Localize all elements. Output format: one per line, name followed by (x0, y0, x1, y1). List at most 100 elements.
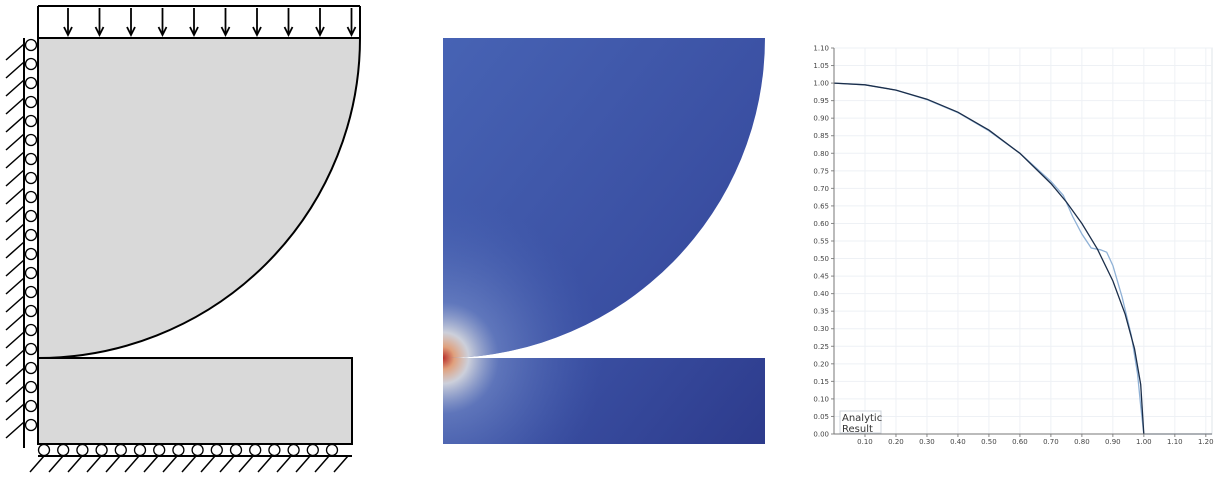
roller-icon (306, 443, 319, 457)
y-tick-label: 0.15 (813, 378, 829, 386)
hatch-line (29, 455, 45, 473)
x-tick-label: 0.60 (1012, 438, 1028, 446)
down-arrow-icon (94, 8, 105, 38)
hatch-line (5, 205, 25, 223)
y-tick-label: 0.40 (813, 290, 829, 298)
hatch-line (181, 455, 197, 473)
boundary-condition-diagram (0, 0, 388, 474)
y-tick-label: 0.10 (813, 395, 829, 403)
bc-svg (5, 5, 388, 473)
roller-icon (24, 323, 38, 337)
hatch-line (295, 455, 311, 473)
roller-icon (229, 443, 243, 457)
hatch-line (5, 295, 25, 313)
roller-icon (268, 443, 281, 457)
roller-icon (24, 399, 38, 413)
hatch-line (5, 259, 25, 277)
roller-icon (24, 266, 38, 280)
hatch-line (5, 367, 25, 385)
y-tick-label: 0.80 (813, 150, 829, 158)
y-tick-label: 0.65 (813, 202, 829, 210)
x-tick-label: 1.20 (1198, 438, 1214, 446)
series-analytic-line (833, 82, 1145, 435)
down-arrow-icon (63, 8, 73, 38)
roller-icon (24, 380, 38, 394)
hatch-line (105, 455, 121, 473)
roller-icon (172, 443, 185, 457)
legend-label-analytic: Analytic (842, 413, 882, 424)
down-arrow-icon (157, 8, 168, 38)
field-svg (443, 38, 765, 444)
hatch-line (238, 455, 254, 473)
down-arrow-icon (126, 8, 136, 38)
hatch-line (314, 455, 330, 473)
chart-legend: Analytic Result (839, 410, 882, 435)
hatch-line (219, 455, 235, 473)
roller-icon (24, 38, 38, 52)
roller-icon (76, 443, 89, 457)
down-arrow-icon (252, 8, 262, 38)
roller-icon (249, 443, 262, 457)
y-tick-label: 0.55 (813, 238, 829, 246)
roller-icon (287, 443, 300, 457)
roller-icon (325, 443, 339, 457)
roller-icon (24, 171, 38, 185)
down-arrow-icon (220, 8, 231, 38)
hatch-line (5, 151, 25, 169)
hatch-line (5, 241, 25, 259)
x-tick-label: 1.00 (1136, 438, 1152, 446)
chart-svg: 0.00 0.05 0.10 0.15 0.20 0.25 0.30 0.35 0.40 0.45… (813, 45, 1213, 447)
left-rollers (24, 38, 38, 432)
roller-icon (95, 443, 108, 457)
y-tick-label: 0.75 (813, 167, 829, 175)
x-tick-label: 0.70 (1043, 438, 1059, 446)
y-tick-label: 0.95 (813, 97, 829, 105)
hatch-line (200, 455, 216, 473)
y-tick-label: 0.50 (813, 255, 829, 263)
roller-icon (24, 114, 38, 128)
hatch-line (5, 421, 25, 439)
roller-icon (24, 209, 38, 223)
roller-icon (24, 95, 38, 109)
x-tick-label: 0.40 (950, 438, 966, 446)
x-tick-label: 0.20 (888, 438, 904, 446)
y-tick-label: 0.05 (813, 413, 829, 421)
hatch-line (5, 349, 25, 367)
y-tick-label: 0.00 (813, 431, 829, 439)
roller-icon (24, 57, 38, 71)
legend-label-result: Result (842, 424, 873, 435)
roller-icon (24, 304, 38, 318)
down-arrow-icon (283, 8, 294, 38)
roller-icon (24, 190, 38, 204)
chart-axes: 0.00 0.05 0.10 0.15 0.20 0.25 0.30 0.35 0.40 0.45… (813, 45, 1213, 447)
hatch-line (5, 187, 25, 205)
upper-body (37, 37, 362, 360)
roller-icon (57, 443, 70, 457)
roller-icon (210, 443, 223, 457)
hatch-line (333, 455, 349, 473)
y-tick-label: 1.05 (813, 62, 829, 70)
hatch-line (5, 385, 25, 403)
roller-icon (153, 443, 166, 457)
down-arrow-icon (189, 8, 199, 38)
x-tick-label: 0.90 (1105, 438, 1121, 446)
hatch-line (124, 455, 140, 473)
chart-series (833, 82, 1212, 435)
roller-icon (24, 285, 38, 299)
roller-icon (24, 152, 38, 166)
down-arrow-icon (346, 8, 357, 38)
hatch-line (162, 455, 178, 473)
x-tick-label: 0.50 (981, 438, 997, 446)
comparison-chart: 0.00 0.05 0.10 0.15 0.20 0.25 0.30 0.35 0.40 0.45… (800, 0, 1226, 474)
roller-icon (24, 133, 38, 147)
y-tick-label: 0.25 (813, 343, 829, 351)
y-tick-label: 0.60 (813, 220, 829, 228)
y-tick-label: 0.70 (813, 185, 829, 193)
hatch-line (5, 331, 25, 349)
roller-icon (114, 443, 127, 457)
hatch-line (67, 455, 83, 473)
hatch-line (48, 455, 64, 473)
y-tick-label: 0.20 (813, 360, 829, 368)
legend-box (839, 410, 882, 434)
roller-icon (133, 443, 147, 457)
